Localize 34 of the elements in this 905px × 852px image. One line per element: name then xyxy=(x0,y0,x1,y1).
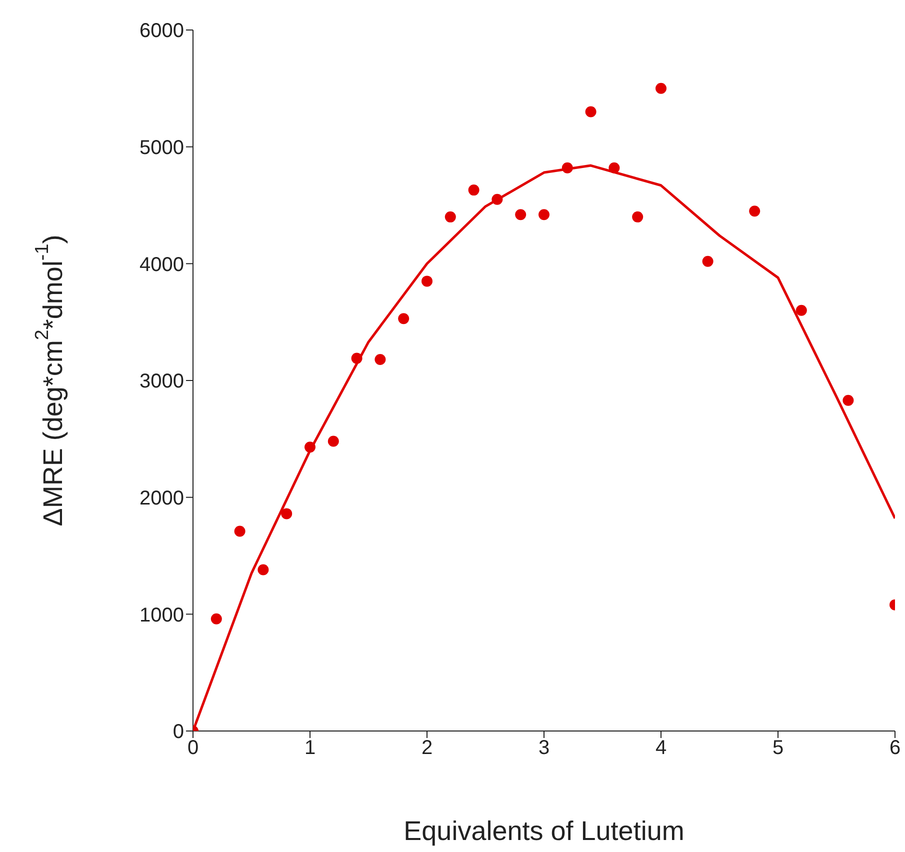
point xyxy=(258,564,269,576)
x-tick-label: 3 xyxy=(538,737,550,760)
y-tick-label: 2000 xyxy=(140,487,184,510)
x-tick-label: 1 xyxy=(304,737,316,760)
x-tick-label: 5 xyxy=(772,737,784,760)
x-tick-label: 6 xyxy=(889,737,901,760)
y-tick-label: 4000 xyxy=(140,254,184,276)
y-tick-label: 3000 xyxy=(140,370,184,393)
point xyxy=(585,106,596,118)
y-tick-label: 5000 xyxy=(140,136,184,159)
point xyxy=(515,209,526,220)
point xyxy=(444,211,456,222)
x-tick-label: 0 xyxy=(187,737,199,760)
point xyxy=(328,436,339,447)
x-tick-label: 4 xyxy=(655,737,667,760)
point xyxy=(656,82,666,94)
point xyxy=(702,256,714,267)
x-axis-title: Equivalents of Lutetium xyxy=(404,816,684,846)
point xyxy=(632,211,644,222)
point xyxy=(422,276,432,287)
point xyxy=(234,526,246,537)
point xyxy=(468,184,480,196)
y-tick-label: 6000 xyxy=(140,20,184,42)
point xyxy=(374,354,386,365)
point xyxy=(210,613,222,624)
point xyxy=(749,206,760,217)
point xyxy=(842,394,854,406)
x-tick-label: 2 xyxy=(421,737,433,760)
y-tick-label: 1000 xyxy=(140,604,184,626)
point xyxy=(538,209,550,220)
point xyxy=(796,304,807,316)
point xyxy=(281,508,292,520)
point xyxy=(398,313,410,324)
y-tick-label: 0 xyxy=(172,721,184,744)
